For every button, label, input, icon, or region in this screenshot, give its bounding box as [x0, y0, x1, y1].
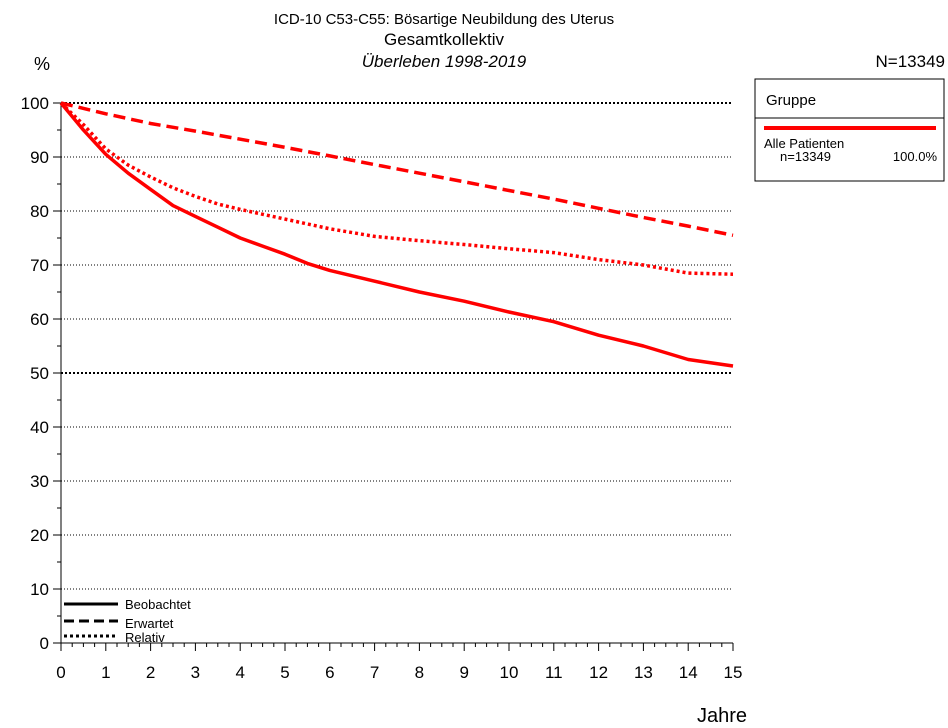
y-axis-unit: % — [34, 54, 50, 74]
x-tick-label: 14 — [679, 663, 698, 682]
x-tick-label: 8 — [415, 663, 424, 682]
chart-title: ICD-10 C53-C55: Bösartige Neubildung des… — [274, 11, 614, 28]
group-legend-entry-label: Alle Patienten — [764, 136, 844, 151]
series-lines — [59, 101, 734, 368]
y-tick-label: 0 — [40, 634, 49, 653]
y-tick-label: 70 — [30, 256, 49, 275]
group-legend-title: Gruppe — [766, 92, 816, 109]
series-erwartet — [60, 101, 734, 238]
chart-subtitle: Gesamtkollektiv — [384, 30, 504, 49]
group-legend-entry-pct: 100.0% — [893, 149, 938, 164]
y-tick-label: 50 — [30, 364, 49, 383]
group-legend-entry-n: n=13349 — [780, 149, 831, 164]
legend-expected-label: Erwartet — [125, 616, 174, 631]
legend-relative-label: Relativ — [125, 630, 165, 645]
x-tick-label: 1 — [101, 663, 110, 682]
group-legend: Gruppe Alle Patienten n=13349 100.0% — [754, 78, 945, 182]
x-tick-label: 5 — [280, 663, 289, 682]
gridlines — [61, 102, 733, 590]
n-total: N=13349 — [876, 52, 945, 71]
y-tick-label: 90 — [30, 148, 49, 167]
y-tick-label: 40 — [30, 418, 49, 437]
series-beobachtet — [59, 101, 734, 368]
x-tick-label: 7 — [370, 663, 379, 682]
y-tick-label: 100 — [21, 94, 49, 113]
x-tick-label: 6 — [325, 663, 334, 682]
legend-observed-label: Beobachtet — [125, 597, 191, 612]
y-tick-label: 20 — [30, 526, 49, 545]
y-tick-label: 60 — [30, 310, 49, 329]
x-tick-label: 9 — [459, 663, 468, 682]
x-tick-label: 4 — [235, 663, 244, 682]
y-tick-label: 10 — [30, 580, 49, 599]
x-tick-label: 0 — [56, 663, 65, 682]
chart-period: Überleben 1998-2019 — [362, 52, 527, 71]
x-tick-label: 3 — [191, 663, 200, 682]
x-tick-label: 11 — [545, 663, 563, 682]
x-tick-label: 10 — [500, 663, 519, 682]
group-legend-frame — [754, 78, 945, 182]
line-style-legend: Beobachtet Erwartet Relativ — [64, 597, 191, 645]
series-relativ — [59, 101, 734, 276]
x-axis-unit: Jahre — [697, 705, 747, 727]
x-tick-label: 15 — [724, 663, 743, 682]
y-tick-label: 80 — [30, 202, 49, 221]
x-tick-label: 2 — [146, 663, 155, 682]
y-tick-label: 30 — [30, 472, 49, 491]
x-tick-label: 12 — [589, 663, 608, 682]
x-tick-label: 13 — [634, 663, 653, 682]
